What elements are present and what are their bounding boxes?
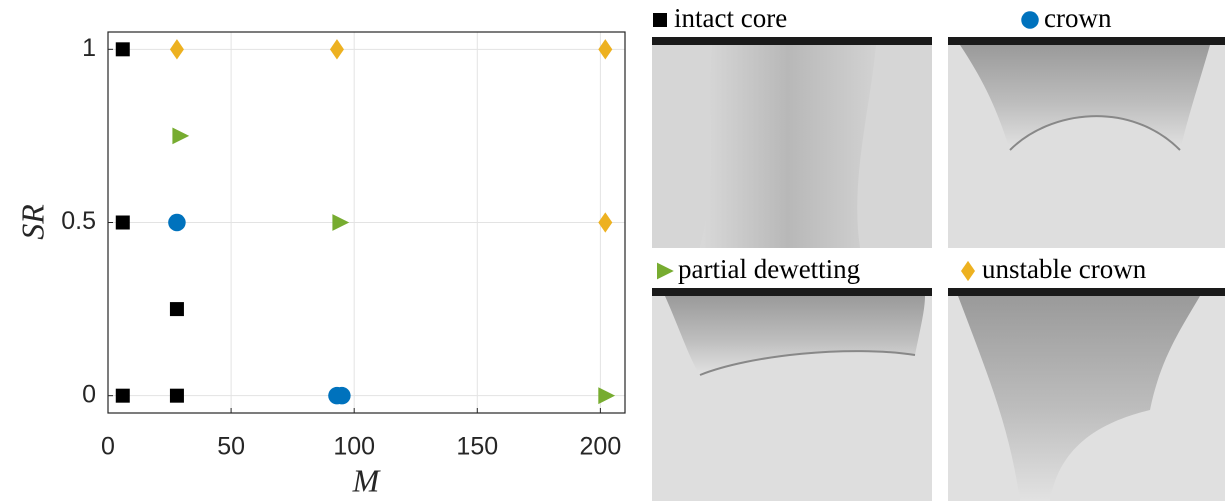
marker-diamond — [169, 39, 184, 60]
x-axis-label: M — [352, 462, 382, 498]
x-tick-label: 0 — [101, 433, 115, 461]
legend-label: unstable crown — [982, 254, 1147, 284]
y-axis-label: SR — [14, 204, 50, 240]
image-unstable-crown — [948, 288, 1225, 501]
marker-square — [169, 302, 184, 317]
legend-marker — [961, 260, 975, 282]
legend-label: intact core — [674, 3, 787, 33]
legend-marker — [657, 262, 674, 280]
y-tick-label: 1 — [82, 34, 96, 62]
legend-label: crown — [1044, 3, 1112, 33]
marker-square — [169, 388, 184, 403]
legend-marker — [1021, 11, 1039, 29]
marker-diamond — [329, 39, 344, 60]
x-tick-label: 150 — [456, 433, 498, 461]
marker-triangle — [172, 127, 190, 145]
marker-square — [115, 388, 130, 403]
marker-circle — [333, 386, 351, 405]
x-tick-label: 50 — [217, 433, 245, 461]
image-partial-dewetting — [652, 288, 932, 501]
legend-marker — [653, 13, 667, 27]
y-tick-label: 0.5 — [61, 207, 96, 235]
marker-triangle — [332, 214, 350, 231]
x-tick-label: 200 — [580, 433, 622, 461]
marker-square — [115, 42, 130, 57]
y-tick-label: 0 — [82, 380, 96, 408]
marker-diamond — [598, 212, 613, 233]
legend-label: partial dewetting — [678, 254, 860, 284]
x-tick-label: 100 — [333, 433, 375, 461]
marker-triangle — [598, 387, 616, 405]
marker-square — [115, 215, 130, 230]
marker-diamond — [598, 39, 613, 60]
image-intact-core — [652, 37, 932, 248]
image-crown — [948, 37, 1225, 248]
marker-circle — [168, 213, 186, 232]
